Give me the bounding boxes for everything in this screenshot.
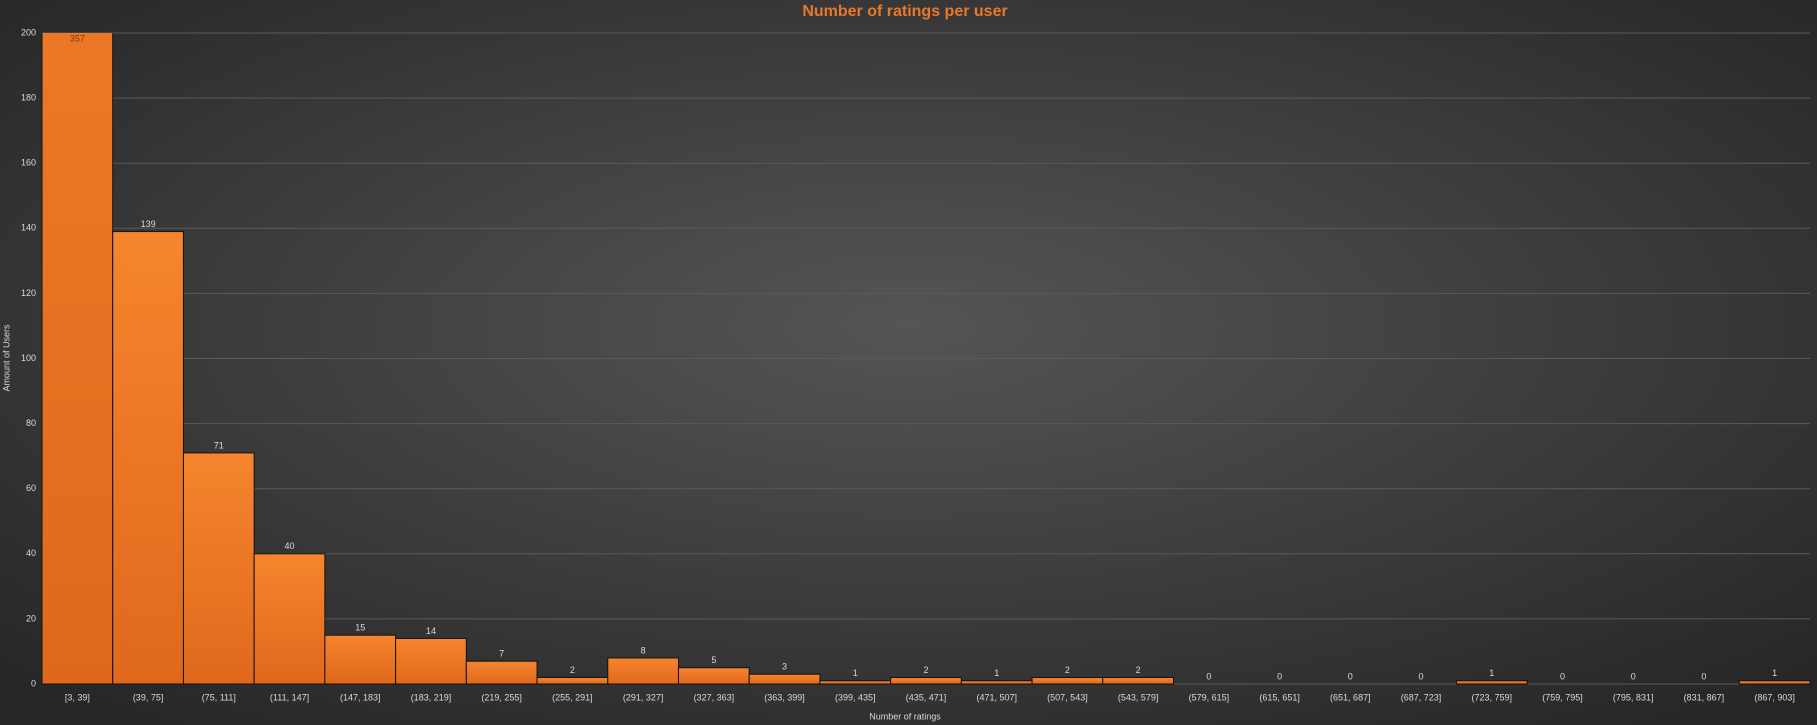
bar [1102, 676, 1175, 685]
y-tick-label: 40 [26, 548, 36, 558]
x-tick-label: (39, 75] [133, 692, 164, 702]
x-tick-label: (111, 147] [270, 692, 309, 702]
x-tick-label: (543, 579] [1118, 692, 1159, 702]
x-tick-label: (471, 507] [976, 692, 1017, 702]
data-label: 2 [923, 665, 928, 675]
data-label: 0 [1631, 671, 1636, 681]
data-label: 0 [1206, 671, 1211, 681]
data-label: 2 [1065, 665, 1070, 675]
data-label: 1 [994, 668, 999, 678]
bar [819, 680, 892, 685]
x-tick-label: (435, 471] [906, 692, 947, 702]
chart-title: Number of ratings per user [802, 3, 1007, 20]
y-tick-label: 180 [21, 92, 36, 102]
y-tick-label: 0 [31, 678, 36, 688]
x-axis-label: Number of ratings [869, 711, 941, 721]
data-label: 2 [1136, 665, 1141, 675]
bar [112, 231, 184, 685]
data-label: 357 [70, 33, 85, 43]
data-label: 71 [214, 440, 224, 450]
data-label: 0 [1419, 671, 1424, 681]
bars [41, 33, 1811, 685]
x-tick-label: (723, 759] [1471, 692, 1512, 702]
x-tick-label: (399, 435] [835, 692, 876, 702]
y-tick-label: 140 [21, 223, 36, 233]
data-label: 7 [499, 649, 504, 659]
y-tick-label: 80 [26, 418, 36, 428]
bar [465, 660, 538, 685]
data-label: 40 [285, 541, 295, 551]
x-tick-label: (291, 327] [623, 692, 664, 702]
bar [677, 667, 750, 685]
bar [536, 676, 609, 685]
x-tick-label: (219, 255] [481, 692, 522, 702]
bar [1738, 680, 1811, 685]
y-tick-label: 20 [26, 613, 36, 623]
x-tick-label: (615, 651] [1259, 692, 1300, 702]
x-tick-label: (867, 903] [1754, 692, 1795, 702]
x-tick-label: (183, 219] [411, 692, 452, 702]
bar [41, 33, 114, 685]
x-tick-label: (363, 399] [764, 692, 805, 702]
data-label: 1 [853, 668, 858, 678]
bar [890, 676, 962, 685]
data-label: 15 [355, 623, 365, 633]
x-tick-label: (579, 615] [1189, 692, 1230, 702]
bar [324, 634, 397, 685]
x-tick-label: (327, 363] [694, 692, 735, 702]
data-label: 0 [1701, 671, 1706, 681]
x-tick-label: (831, 867] [1684, 692, 1725, 702]
data-label: 14 [426, 626, 436, 636]
x-tick-label: (255, 291] [552, 692, 593, 702]
data-label: 1 [1772, 668, 1777, 678]
data-label: 2 [570, 665, 575, 675]
bar [253, 553, 326, 685]
y-axis-label: Amount of Users [1, 324, 11, 392]
y-tick-label: 100 [21, 353, 36, 363]
y-tick-label: 160 [21, 158, 36, 168]
bar [1031, 676, 1104, 685]
bar [182, 452, 255, 685]
bar [395, 637, 467, 685]
data-label: 1 [1489, 668, 1494, 678]
data-label: 139 [141, 219, 156, 229]
data-label: 0 [1348, 671, 1353, 681]
bar [1455, 680, 1528, 685]
data-label: 3 [782, 662, 787, 672]
y-tick-label: 60 [26, 483, 36, 493]
x-tick-label: (651, 687] [1330, 692, 1371, 702]
y-tick-label: 120 [21, 288, 36, 298]
data-label: 5 [711, 655, 716, 665]
data-label: 0 [1560, 671, 1565, 681]
x-tick-label: (75, 111] [202, 692, 236, 702]
x-tick-label: [3, 39] [65, 692, 90, 702]
x-tick-label: (687, 723] [1401, 692, 1442, 702]
y-tick-label: 200 [21, 27, 36, 37]
x-tick-label: (795, 831] [1613, 692, 1654, 702]
bar [607, 657, 679, 685]
bar [960, 680, 1033, 685]
x-tick-label: (759, 795] [1542, 692, 1583, 702]
bar [748, 673, 821, 685]
data-label: 0 [1277, 671, 1282, 681]
data-label: 8 [641, 645, 646, 655]
x-tick-label: (507, 543] [1047, 692, 1088, 702]
x-tick-label: (147, 183] [340, 692, 381, 702]
